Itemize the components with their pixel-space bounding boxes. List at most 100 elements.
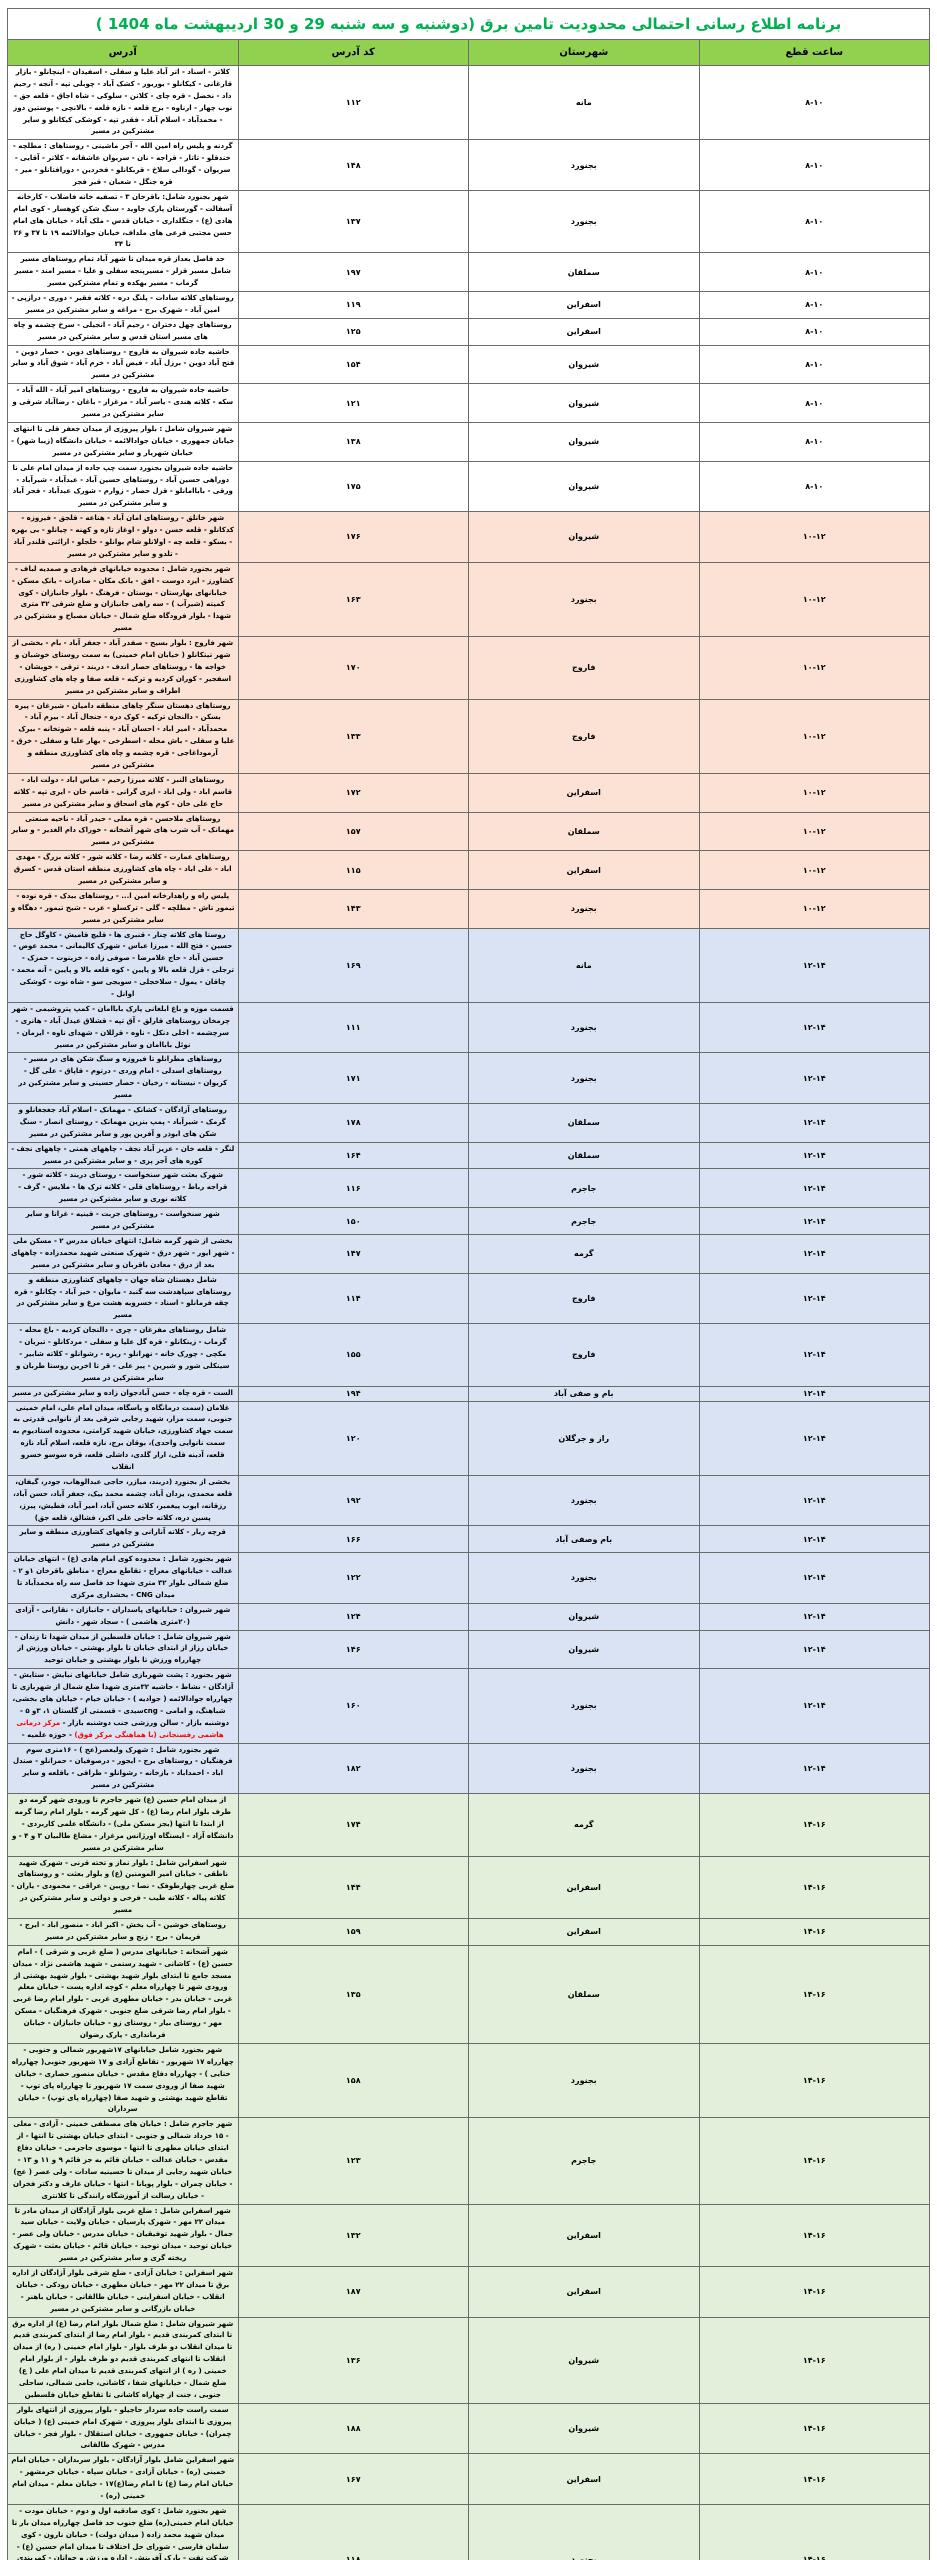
address-segment: سمت راست جاده سردار حاجیلو - بلوار پیروز… [14, 2406, 232, 2450]
address-cell: شهر فاروج : بلوار بسیج - صفدر آباد - جعف… [8, 637, 239, 699]
county-cell: شیروان [469, 512, 700, 563]
county-cell: اسفراین [469, 851, 700, 890]
outage-time-cell: ۸-۱۰ [699, 140, 930, 191]
address-code-cell: ۱۵۵ [238, 1324, 469, 1386]
county-cell: مانه [469, 928, 700, 1002]
county-cell: شیروان [469, 2403, 700, 2454]
outage-time-cell: ۱۲-۱۴ [699, 1553, 930, 1604]
county-cell: اسفراین [469, 2266, 700, 2317]
outage-time-cell: ۱۴-۱۶ [699, 2317, 930, 2403]
outage-time-cell: ۱۴-۱۶ [699, 2266, 930, 2317]
address-cell: روستاهای کلاته سادات - پلنگ دره - کلاته … [8, 292, 239, 319]
address-code-cell: ۱۵۴ [238, 345, 469, 384]
outage-time-cell: ۱۰-۱۲ [699, 562, 930, 636]
address-cell: شهرک بعثت شهر سنخواست - روستای دربند - ک… [8, 1169, 239, 1208]
county-cell: اسفراین [469, 773, 700, 812]
outage-time-cell: ۱۰-۱۲ [699, 889, 930, 928]
county-cell: شیروان [469, 345, 700, 384]
address-cell: لنگر - قلعه خان - عزیز آباد نجف - چاههای… [8, 1142, 239, 1169]
address-cell: شهر جاجرم شامل : خیابان های مصطفی خمینی … [8, 2118, 239, 2204]
outage-time-cell: ۱۰-۱۲ [699, 851, 930, 890]
header-row: ساعت قطع شهرستان کد آدرس آدرس [8, 40, 930, 66]
outage-time-cell: ۱۰-۱۲ [699, 812, 930, 851]
address-cell: شهر اسفراین شامل بلوار آزادگان - بلوار س… [8, 2454, 239, 2505]
county-cell: اسفراین [469, 1856, 700, 1918]
outage-time-cell: ۱۴-۱۶ [699, 1794, 930, 1856]
address-segment: روستاهای خوشین - آب بخش - اکبر اباد - من… [20, 1921, 226, 1941]
county-cell: شیروان [469, 2317, 700, 2403]
county-cell: شیروان [469, 461, 700, 512]
address-segment: روستاهای کلاته سادات - پلنگ دره - کلاته … [12, 294, 234, 314]
address-segment: شهر شیروان شامل : بلوار پیروزی از میدان … [11, 425, 234, 457]
address-segment: شهر شیروان : خیابانهای پاسداران - جانباز… [15, 1606, 230, 1626]
address-cell: روستا های کلاته چنار - قنبری ها - قلیچ ق… [8, 928, 239, 1002]
address-segment: شهر شیروان شامل : ضلع شمال بلوار امام رض… [12, 2320, 233, 2399]
county-cell: بجنورد [469, 140, 700, 191]
county-cell: جاجرم [469, 1169, 700, 1208]
address-cell: حاشیه جاده شیروان به فاروج - روستاهای دو… [8, 345, 239, 384]
outage-time-cell: ۸-۱۰ [699, 66, 930, 140]
address-cell: روستاهای خوشین - آب بخش - اکبر اباد - من… [8, 1919, 239, 1946]
address-segment: روستا های کلاته چنار - قنبری ها - قلیچ ق… [11, 931, 234, 998]
address-cell: پلیس راه و راهدارخانه امین ا... - روستاه… [8, 889, 239, 928]
address-segment: شهر سنخواست - روستاهای جربت - قینیه - غر… [26, 1210, 220, 1230]
address-segment: شامل روستاهای مفرغان - چری - دالنجان کرد… [16, 1326, 230, 1382]
address-segment: حاشیه جاده شیروان به فاروج - روستاهای دو… [11, 348, 234, 380]
address-segment: از میدان امام حسین (ع) شهر جاجرم تا ورود… [12, 1796, 234, 1852]
address-segment: روستاهای دهستان سنگر چاهای منطقه دامیان … [11, 702, 234, 769]
address-cell: روستاهای عمارت - کلاته رضا - کلاته شور -… [8, 851, 239, 890]
address-code-cell: ۱۴۷ [238, 1234, 469, 1273]
address-segment: روستاهای آزادگان - کشانک - مهمانک - اسلا… [19, 1106, 227, 1138]
address-segment: شهر اسفراین شامل بلوار آزادگان - بلوار س… [11, 2456, 234, 2500]
address-segment: غلامان (سمت درمانگاه و پاسگاه، میدان اما… [13, 1404, 233, 1471]
address-cell: کلاتر - اسناد - اتر آباد علیا و سفلی - ا… [8, 66, 239, 140]
address-code-cell: ۱۶۹ [238, 928, 469, 1002]
address-cell: شهر اسفراین : خیابان آزادی - ضلع شرقی بل… [8, 2266, 239, 2317]
address-segment: شهر اسفراین : خیابان آزادی - ضلع شرقی بل… [12, 2269, 233, 2313]
county-cell: بجنورد [469, 562, 700, 636]
address-cell: سمت راست جاده سردار حاجیلو - بلوار پیروز… [8, 2403, 239, 2454]
address-code-cell: ۱۴۸ [238, 140, 469, 191]
address-cell: شهر بجنورد : پشت شهربازی شامل خیابانهای … [8, 1669, 239, 1743]
county-cell: سملقان [469, 812, 700, 851]
outage-time-cell: ۸-۱۰ [699, 190, 930, 252]
address-segment: حاشیه جاده شیروان به فاروج - روستاهای ام… [12, 386, 233, 418]
county-cell: بجنورد [469, 1475, 700, 1526]
address-segment: شهر فاروج : بلوار بسیج - صفدر آباد - جعف… [12, 639, 233, 695]
outage-time-cell: ۱۴-۱۶ [699, 1919, 930, 1946]
outage-time-cell: ۱۲-۱۴ [699, 1208, 930, 1235]
address-segment: روستاهای عمارت - کلاته رضا - کلاته شور -… [14, 853, 232, 885]
address-code-cell: ۱۹۴ [238, 1386, 469, 1401]
county-cell: گرمه [469, 1794, 700, 1856]
county-cell: مانه [469, 66, 700, 140]
address-code-cell: ۱۷۵ [238, 461, 469, 512]
outage-time-cell: ۱۴-۱۶ [699, 1945, 930, 2043]
address-segment: بخشی از بجنورد (دربند، میازر، حاجی عبدال… [13, 1478, 232, 1522]
county-cell: بجنورد [469, 190, 700, 252]
outage-time-cell: ۱۲-۱۴ [699, 1475, 930, 1526]
address-code-cell: ۱۷۶ [238, 512, 469, 563]
address-segment: شهر اسفراین شامل : ضلع غربی بلوار آزادگا… [12, 2207, 233, 2263]
county-cell: راز و جرگلان [469, 1401, 700, 1475]
address-cell: بخشی از شهر گرمه شامل: انتهای خیابان مدر… [8, 1234, 239, 1273]
address-cell: شهر بجنورد شامل خیابانهای ۱۷شهریور شمالی… [8, 2043, 239, 2117]
